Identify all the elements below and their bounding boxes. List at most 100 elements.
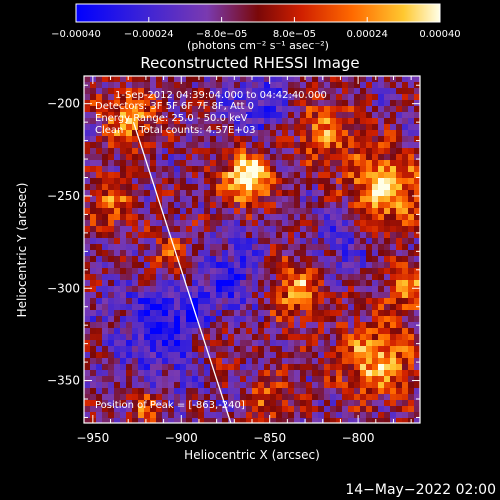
heatmap-cell (294, 112, 301, 119)
heatmap-cell (402, 100, 409, 107)
heatmap-cell (348, 100, 355, 107)
heatmap-cell (330, 142, 337, 149)
heatmap-cell (252, 298, 259, 305)
heatmap-cell (396, 94, 403, 101)
heatmap-cell (378, 394, 385, 401)
annotation-detectors: Detectors: 3F 5F 6F 7F 8F, Att 0 (95, 101, 254, 112)
heatmap-cell (114, 250, 121, 257)
heatmap-cell (168, 364, 175, 371)
heatmap-cell (312, 304, 319, 311)
heatmap-cell (264, 136, 271, 143)
heatmap-cell (126, 418, 133, 423)
heatmap-cell (318, 298, 325, 305)
heatmap-cell (390, 274, 397, 281)
heatmap-cell (282, 142, 289, 149)
heatmap-cell (216, 370, 223, 377)
heatmap-cell (270, 238, 277, 245)
heatmap-cell (90, 160, 97, 167)
heatmap-cell (126, 340, 133, 347)
heatmap-cell (102, 220, 109, 227)
heatmap-cell (294, 340, 301, 347)
heatmap-cell (216, 352, 223, 359)
heatmap-cell (162, 124, 169, 131)
heatmap-cell (120, 172, 127, 179)
heatmap-cell (108, 370, 115, 377)
heatmap-cell (276, 160, 283, 167)
heatmap-cell (216, 142, 223, 149)
heatmap-cell (228, 208, 235, 215)
heatmap-cell (264, 340, 271, 347)
heatmap-cell (84, 280, 91, 287)
heatmap-cell (198, 262, 205, 269)
heatmap-cell (180, 256, 187, 263)
heatmap-cell (186, 394, 193, 401)
heatmap-cell (342, 382, 349, 389)
heatmap-cell (144, 316, 151, 323)
heatmap-cell (264, 202, 271, 209)
heatmap-cell (84, 190, 91, 197)
heatmap-cell (180, 148, 187, 155)
heatmap-cell (288, 196, 295, 203)
heatmap-cell (240, 148, 247, 155)
heatmap-cell (138, 412, 145, 419)
heatmap-cell (258, 220, 265, 227)
heatmap-cell (84, 238, 91, 245)
heatmap-cell (264, 400, 271, 407)
heatmap-cell (114, 124, 121, 131)
heatmap-cell (300, 328, 307, 335)
heatmap-cell (396, 340, 403, 347)
heatmap-cell (264, 280, 271, 287)
heatmap-cell (402, 268, 409, 275)
heatmap-cell (306, 316, 313, 323)
heatmap-cell (174, 268, 181, 275)
heatmap-cell (174, 340, 181, 347)
heatmap-cell (312, 124, 319, 131)
heatmap-cell (228, 166, 235, 173)
heatmap-cell (408, 136, 415, 143)
heatmap-cell (294, 370, 301, 377)
heatmap-cell (234, 100, 241, 107)
heatmap-cell (342, 322, 349, 329)
heatmap-cell (288, 316, 295, 323)
heatmap-cell (258, 250, 265, 257)
heatmap-cell (126, 106, 133, 113)
heatmap-cell (144, 298, 151, 305)
heatmap-cell (180, 166, 187, 173)
heatmap-cell (84, 208, 91, 215)
heatmap-cell (282, 346, 289, 353)
heatmap-cell (210, 124, 217, 131)
heatmap-cell (282, 268, 289, 275)
heatmap-cell (294, 274, 301, 281)
heatmap-cell (144, 232, 151, 239)
heatmap-cell (390, 346, 397, 353)
heatmap-cell (144, 244, 151, 251)
heatmap-cell (300, 106, 307, 113)
heatmap-cell (84, 214, 91, 221)
heatmap-cell (318, 358, 325, 365)
heatmap-cell (276, 94, 283, 101)
heatmap-cell (138, 394, 145, 401)
heatmap-cell (366, 118, 373, 125)
heatmap-cell (252, 256, 259, 263)
heatmap-cell (354, 106, 361, 113)
heatmap-cell (360, 142, 367, 149)
heatmap-cell (132, 154, 139, 161)
heatmap-cell (306, 142, 313, 149)
heatmap-cell (300, 82, 307, 89)
heatmap-cell (240, 76, 247, 83)
heatmap-cell (258, 322, 265, 329)
heatmap-cell (132, 220, 139, 227)
heatmap-cell (366, 244, 373, 251)
heatmap-cell (180, 292, 187, 299)
heatmap-cell (372, 166, 379, 173)
heatmap-cell (126, 400, 133, 407)
heatmap-cell (132, 226, 139, 233)
heatmap-cell (348, 88, 355, 95)
heatmap-cell (234, 130, 241, 137)
heatmap-cell (288, 178, 295, 185)
heatmap-cell (132, 418, 139, 423)
heatmap-cell (234, 334, 241, 341)
heatmap-cell (408, 274, 415, 281)
heatmap-cell (252, 112, 259, 119)
heatmap-cell (264, 298, 271, 305)
